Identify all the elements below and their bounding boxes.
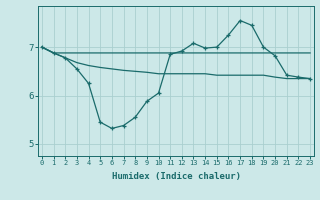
X-axis label: Humidex (Indice chaleur): Humidex (Indice chaleur) xyxy=(111,172,241,181)
